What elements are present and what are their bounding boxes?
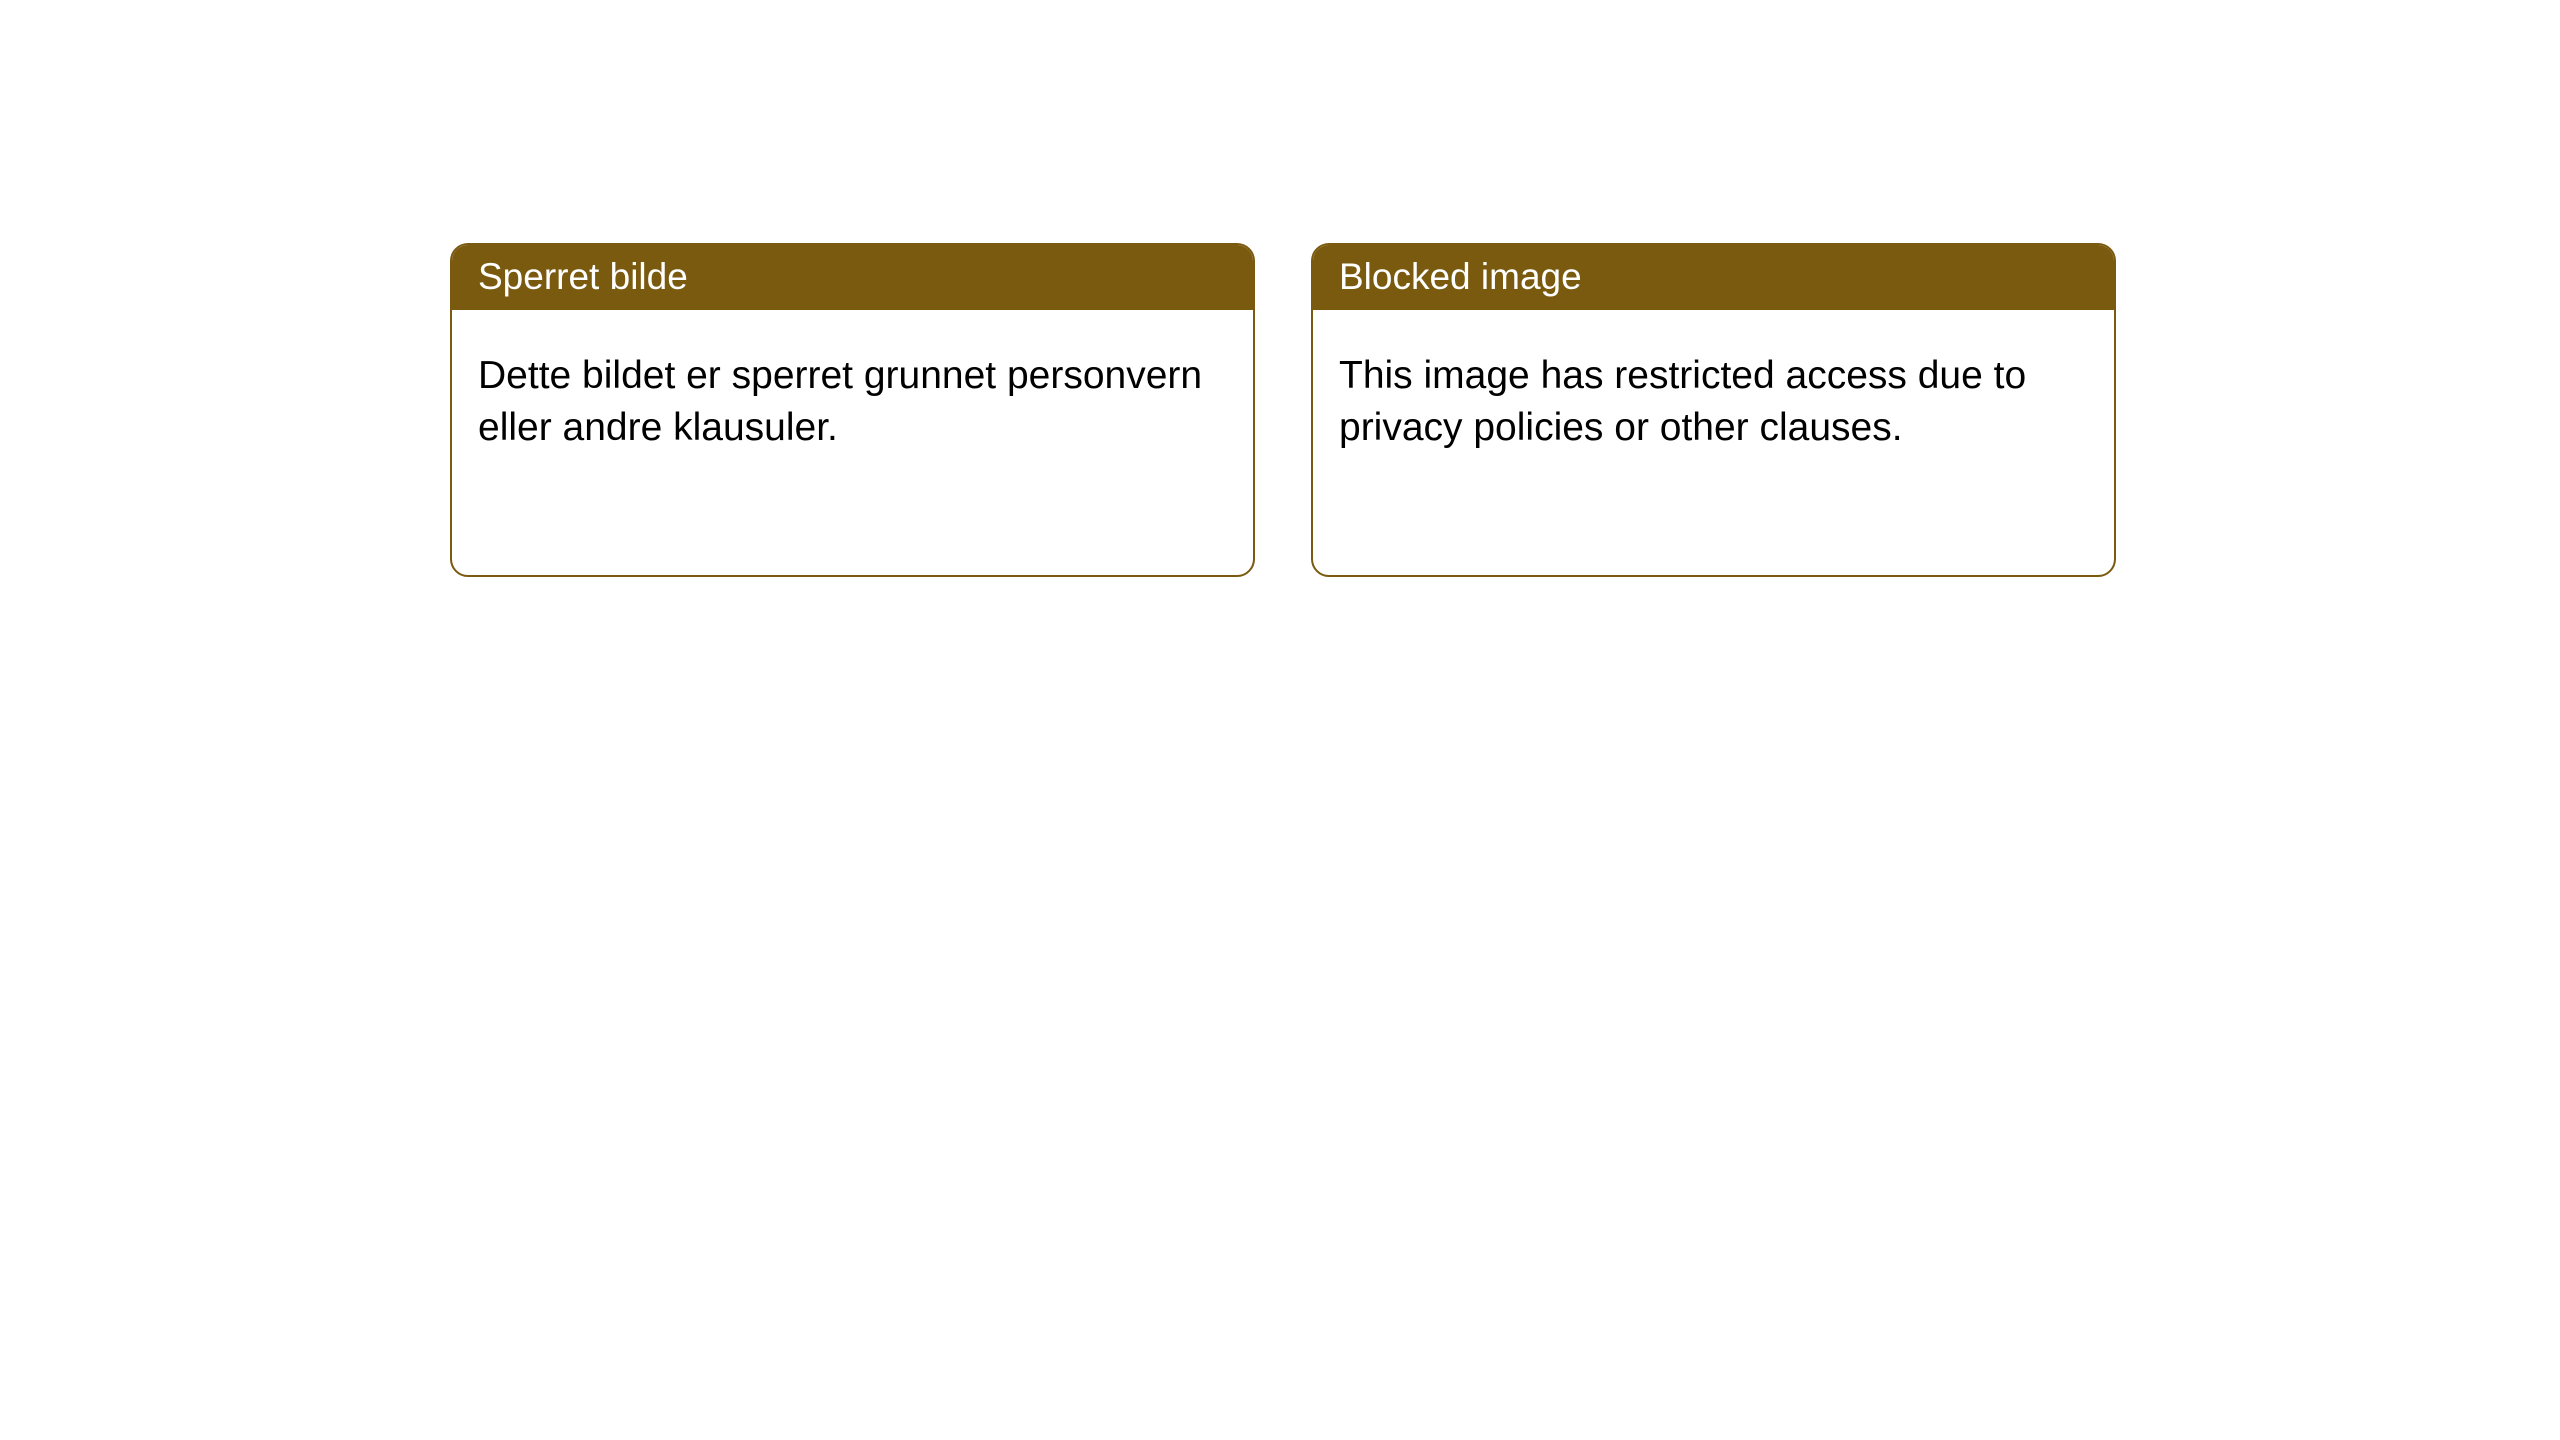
notice-card-norwegian: Sperret bilde Dette bildet er sperret gr… bbox=[450, 243, 1255, 577]
notice-card-body: This image has restricted access due to … bbox=[1313, 310, 2114, 495]
notice-container: Sperret bilde Dette bildet er sperret gr… bbox=[0, 0, 2560, 577]
notice-card-title: Blocked image bbox=[1313, 245, 2114, 310]
notice-card-body: Dette bildet er sperret grunnet personve… bbox=[452, 310, 1253, 495]
notice-card-title: Sperret bilde bbox=[452, 245, 1253, 310]
notice-card-english: Blocked image This image has restricted … bbox=[1311, 243, 2116, 577]
